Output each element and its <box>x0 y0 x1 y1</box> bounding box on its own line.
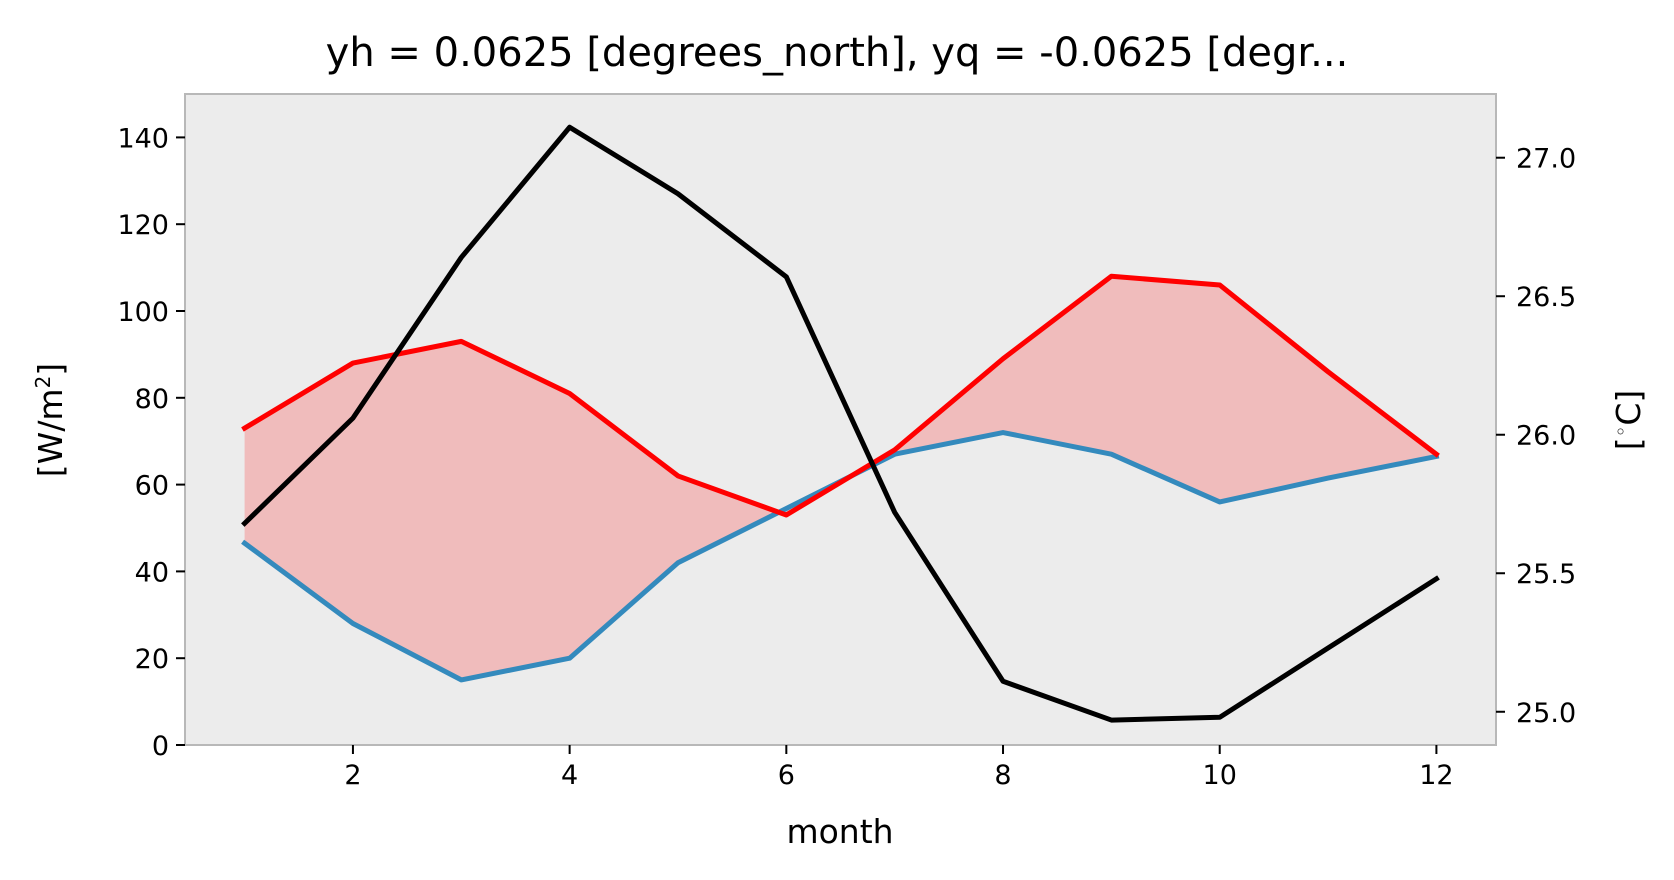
x-tick-label: 2 <box>344 760 361 791</box>
right-y-axis: 25.0 25.5 26.0 26.5 27.0 <box>1496 144 1576 729</box>
x-axis: 2 4 6 8 10 12 <box>344 745 1454 791</box>
left-y-tick-label: 0 <box>152 731 169 762</box>
plot-frame <box>184 93 1497 746</box>
left-y-tick-label: 80 <box>135 384 169 415</box>
series-lines <box>241 124 1440 723</box>
x-tick-label: 6 <box>778 760 795 791</box>
left-y-tick-label: 120 <box>117 210 169 241</box>
left-y-tick-label: 60 <box>135 471 169 502</box>
left-y-axis-label: [W/m2] <box>31 363 70 477</box>
left-y-tick-label: 20 <box>135 644 169 675</box>
x-axis-label: month <box>786 812 893 851</box>
right-y-tick-label: 26.0 <box>1516 421 1576 452</box>
x-tick-label: 4 <box>561 760 578 791</box>
right-y-tick-label: 26.5 <box>1516 282 1576 313</box>
left-y-tick-label: 100 <box>117 297 169 328</box>
x-tick-label: 10 <box>1203 760 1237 791</box>
x-tick-label: 12 <box>1419 760 1453 791</box>
black-series-line <box>241 124 1440 723</box>
right-y-tick-label: 25.0 <box>1516 698 1576 729</box>
right-y-tick-label: 27.0 <box>1516 144 1576 175</box>
right-y-tick-label: 25.5 <box>1516 559 1576 590</box>
fill-between-area <box>244 276 1437 680</box>
left-y-tick-label: 40 <box>135 557 169 588</box>
fill-between-polygon <box>244 276 1437 680</box>
left-y-tick-label: 140 <box>117 123 169 154</box>
right-y-axis-label: [◦C] <box>1609 390 1648 451</box>
left-y-axis: 0 20 40 60 80 100 120 140 <box>117 123 185 762</box>
x-tick-label: 8 <box>994 760 1011 791</box>
chart-title: yh = 0.0625 [degrees_north], yq = -0.062… <box>326 30 1349 76</box>
red-series-line <box>241 273 1440 518</box>
